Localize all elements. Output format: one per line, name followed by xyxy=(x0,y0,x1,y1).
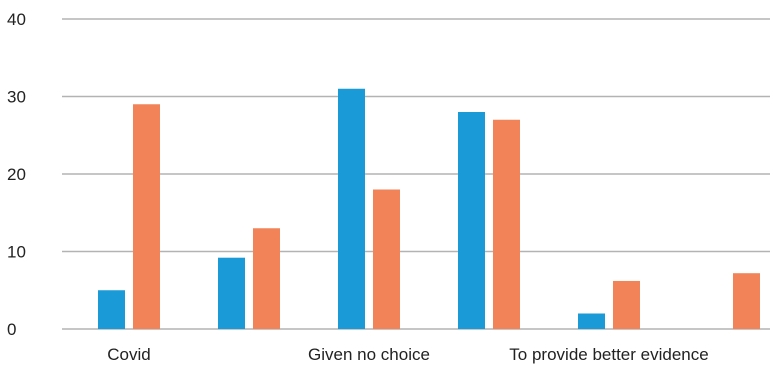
gridlines xyxy=(62,18,770,330)
x-axis-labels: Covid Given no choice To provide better ev… xyxy=(107,345,708,364)
bars xyxy=(98,88,760,329)
bar-series-2-category-5 xyxy=(613,280,640,329)
y-tick-label: 0 xyxy=(7,320,16,339)
y-tick-label: 20 xyxy=(7,165,26,184)
bar-series-1-category-5 xyxy=(578,313,605,329)
x-category-label: Covid xyxy=(107,345,150,364)
y-tick-label: 40 xyxy=(7,10,26,29)
x-category-label: Given no choice xyxy=(308,345,430,364)
x-category-label: To provide better evidence xyxy=(509,345,708,364)
bar-series-2-category-3 xyxy=(373,189,400,329)
bar-series-2-category-2 xyxy=(253,228,280,329)
bar-series-1-category-3 xyxy=(338,88,365,329)
bar-series-2-category-4 xyxy=(493,119,520,329)
bar-series-2-category-6 xyxy=(733,273,760,329)
bar-series-1-category-1 xyxy=(98,290,125,329)
y-tick-label: 30 xyxy=(7,88,26,107)
y-axis-ticks: 0 10 20 30 40 xyxy=(7,10,26,339)
bar-series-2-category-1 xyxy=(133,104,160,329)
y-tick-label: 10 xyxy=(7,243,26,262)
bar-series-1-category-2 xyxy=(218,257,245,329)
bar-series-1-category-4 xyxy=(458,112,485,329)
